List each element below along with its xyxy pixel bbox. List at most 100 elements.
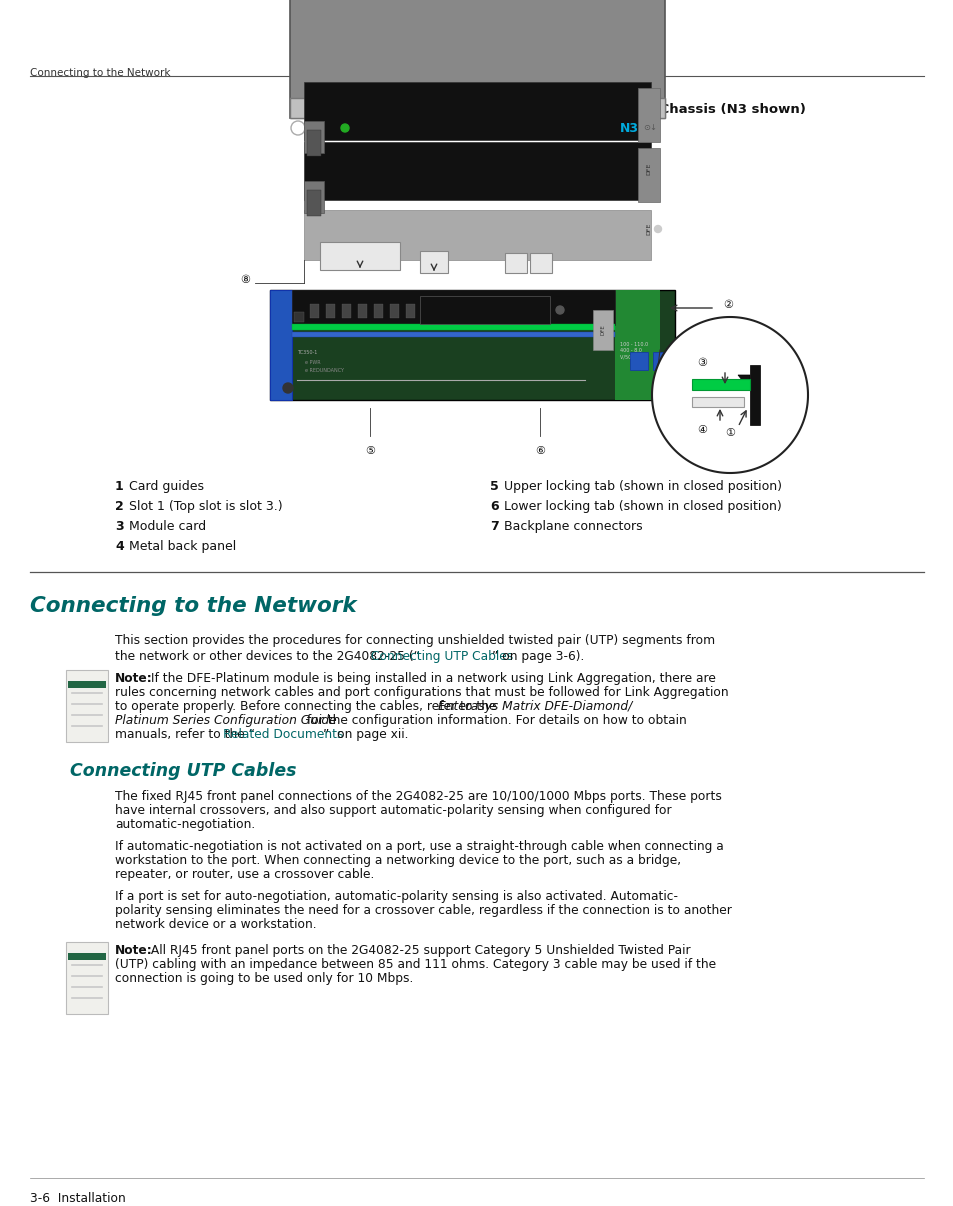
FancyBboxPatch shape bbox=[307, 191, 320, 216]
FancyBboxPatch shape bbox=[419, 295, 550, 324]
Text: DFE: DFE bbox=[599, 324, 605, 335]
Text: Module card: Module card bbox=[129, 520, 206, 533]
Text: polarity sensing eliminates the need for a crossover cable, regardless if the co: polarity sensing eliminates the need for… bbox=[115, 904, 731, 917]
FancyBboxPatch shape bbox=[374, 304, 382, 318]
Text: 7: 7 bbox=[490, 520, 498, 533]
Text: e PWR: e PWR bbox=[305, 361, 320, 365]
Text: The fixed RJ45 front panel connections of the 2G4082-25 are 10/100/1000 Mbps por: The fixed RJ45 front panel connections o… bbox=[115, 790, 721, 803]
Text: 3-6  Installation: 3-6 Installation bbox=[30, 1192, 126, 1205]
Text: If automatic-negotiation is not activated on a port, use a straight-through cabl: If automatic-negotiation is not activate… bbox=[115, 841, 723, 853]
FancyBboxPatch shape bbox=[504, 253, 526, 273]
Text: ①: ① bbox=[724, 428, 734, 438]
FancyBboxPatch shape bbox=[270, 289, 675, 400]
FancyBboxPatch shape bbox=[517, 304, 526, 318]
Text: 6: 6 bbox=[490, 500, 498, 513]
FancyBboxPatch shape bbox=[292, 324, 615, 330]
Text: 3: 3 bbox=[115, 520, 124, 533]
Text: to operate properly. Before connecting the cables, refer to the: to operate properly. Before connecting t… bbox=[115, 699, 500, 713]
Text: ④: ④ bbox=[697, 425, 706, 435]
FancyBboxPatch shape bbox=[292, 289, 615, 324]
FancyBboxPatch shape bbox=[638, 148, 659, 201]
FancyBboxPatch shape bbox=[304, 210, 650, 260]
FancyBboxPatch shape bbox=[304, 181, 324, 213]
FancyBboxPatch shape bbox=[638, 88, 659, 142]
Text: Backplane connectors: Backplane connectors bbox=[503, 520, 642, 533]
Text: ②: ② bbox=[722, 300, 732, 310]
Polygon shape bbox=[738, 375, 749, 390]
Text: TC350-1: TC350-1 bbox=[296, 350, 317, 355]
FancyBboxPatch shape bbox=[290, 98, 664, 118]
FancyBboxPatch shape bbox=[691, 397, 743, 406]
Text: Platinum Series Configuration Guide: Platinum Series Configuration Guide bbox=[115, 714, 336, 727]
Circle shape bbox=[283, 384, 293, 393]
Text: ” on page 3-6).: ” on page 3-6). bbox=[492, 650, 584, 663]
FancyBboxPatch shape bbox=[421, 304, 431, 318]
FancyBboxPatch shape bbox=[530, 253, 552, 273]
FancyBboxPatch shape bbox=[304, 82, 650, 140]
Text: network device or a workstation.: network device or a workstation. bbox=[115, 918, 316, 931]
Circle shape bbox=[556, 306, 563, 314]
Text: ⑧: ⑧ bbox=[240, 275, 250, 285]
FancyBboxPatch shape bbox=[68, 681, 106, 687]
FancyBboxPatch shape bbox=[470, 304, 478, 318]
FancyBboxPatch shape bbox=[341, 304, 351, 318]
FancyBboxPatch shape bbox=[310, 304, 318, 318]
FancyBboxPatch shape bbox=[319, 242, 399, 270]
Text: Slot 1 (Top slot is slot 3.): Slot 1 (Top slot is slot 3.) bbox=[129, 500, 282, 513]
FancyBboxPatch shape bbox=[419, 251, 448, 273]
Text: DFE: DFE bbox=[646, 223, 651, 235]
Text: Connecting UTP Cables: Connecting UTP Cables bbox=[371, 650, 513, 663]
FancyBboxPatch shape bbox=[501, 304, 511, 318]
Text: rules concerning network cables and port configurations that must be followed fo: rules concerning network cables and port… bbox=[115, 686, 728, 699]
Text: If a port is set for auto-negotiation, automatic-polarity sensing is also activa: If a port is set for auto-negotiation, a… bbox=[115, 890, 678, 903]
Text: Related Documents: Related Documents bbox=[223, 728, 343, 740]
Text: N3: N3 bbox=[619, 122, 639, 135]
FancyBboxPatch shape bbox=[437, 304, 447, 318]
Text: the network or other devices to the 2G4082-25 (“: the network or other devices to the 2G40… bbox=[115, 650, 419, 663]
FancyBboxPatch shape bbox=[292, 332, 615, 336]
FancyBboxPatch shape bbox=[294, 312, 304, 322]
Text: 100 - 110.0
400 - 8.0
V/50 Hz: 100 - 110.0 400 - 8.0 V/50 Hz bbox=[619, 343, 647, 359]
Text: manuals, refer to the “: manuals, refer to the “ bbox=[115, 728, 254, 740]
Text: ③: ③ bbox=[697, 358, 706, 368]
Text: Metal back panel: Metal back panel bbox=[129, 540, 236, 554]
Text: This section provides the procedures for connecting unshielded twisted pair (UTP: This section provides the procedures for… bbox=[115, 634, 715, 646]
FancyBboxPatch shape bbox=[406, 304, 415, 318]
FancyBboxPatch shape bbox=[304, 142, 650, 200]
Text: e REDUNDANCY: e REDUNDANCY bbox=[305, 368, 344, 373]
Text: Figure 3-2    Installing Module into N3, N1, or N5 Chassis (N3 shown): Figure 3-2 Installing Module into N3, N1… bbox=[290, 103, 805, 116]
FancyBboxPatch shape bbox=[326, 304, 335, 318]
Text: ⑤: ⑤ bbox=[365, 446, 375, 456]
Text: for the configuration information. For details on how to obtain: for the configuration information. For d… bbox=[303, 714, 686, 727]
Polygon shape bbox=[651, 317, 807, 473]
Text: Upper locking tab (shown in closed position): Upper locking tab (shown in closed posit… bbox=[503, 480, 781, 493]
Circle shape bbox=[654, 226, 660, 233]
Text: workstation to the port. When connecting a networking device to the port, such a: workstation to the port. When connecting… bbox=[115, 854, 680, 867]
Text: ⊙↓: ⊙↓ bbox=[642, 123, 657, 133]
FancyBboxPatch shape bbox=[749, 365, 760, 425]
FancyBboxPatch shape bbox=[691, 379, 749, 390]
FancyBboxPatch shape bbox=[485, 304, 495, 318]
Text: 4: 4 bbox=[115, 540, 124, 554]
Text: DFE: DFE bbox=[646, 163, 651, 175]
FancyBboxPatch shape bbox=[290, 0, 664, 118]
Text: connection is going to be used only for 10 Mbps.: connection is going to be used only for … bbox=[115, 972, 413, 985]
Text: Connecting to the Network: Connecting to the Network bbox=[30, 68, 171, 78]
FancyBboxPatch shape bbox=[629, 352, 647, 370]
FancyBboxPatch shape bbox=[357, 304, 367, 318]
Text: Card guides: Card guides bbox=[129, 480, 204, 493]
FancyBboxPatch shape bbox=[307, 130, 320, 156]
Text: 5: 5 bbox=[490, 480, 498, 493]
Text: repeater, or router, use a crossover cable.: repeater, or router, use a crossover cab… bbox=[115, 868, 374, 882]
Text: Lower locking tab (shown in closed position): Lower locking tab (shown in closed posit… bbox=[503, 500, 781, 513]
FancyBboxPatch shape bbox=[290, 98, 664, 118]
Circle shape bbox=[340, 124, 349, 131]
FancyBboxPatch shape bbox=[652, 352, 668, 370]
Text: automatic-negotiation.: automatic-negotiation. bbox=[115, 818, 255, 831]
Text: have internal crossovers, and also support automatic-polarity sensing when confi: have internal crossovers, and also suppo… bbox=[115, 804, 671, 816]
Text: Enterasys Matrix DFE-Diamond/: Enterasys Matrix DFE-Diamond/ bbox=[437, 699, 632, 713]
Text: Note:: Note: bbox=[115, 944, 152, 958]
Text: All RJ45 front panel ports on the 2G4082-25 support Category 5 Unshielded Twiste: All RJ45 front panel ports on the 2G4082… bbox=[147, 944, 690, 958]
FancyBboxPatch shape bbox=[615, 289, 659, 400]
Text: Note:: Note: bbox=[115, 672, 152, 685]
